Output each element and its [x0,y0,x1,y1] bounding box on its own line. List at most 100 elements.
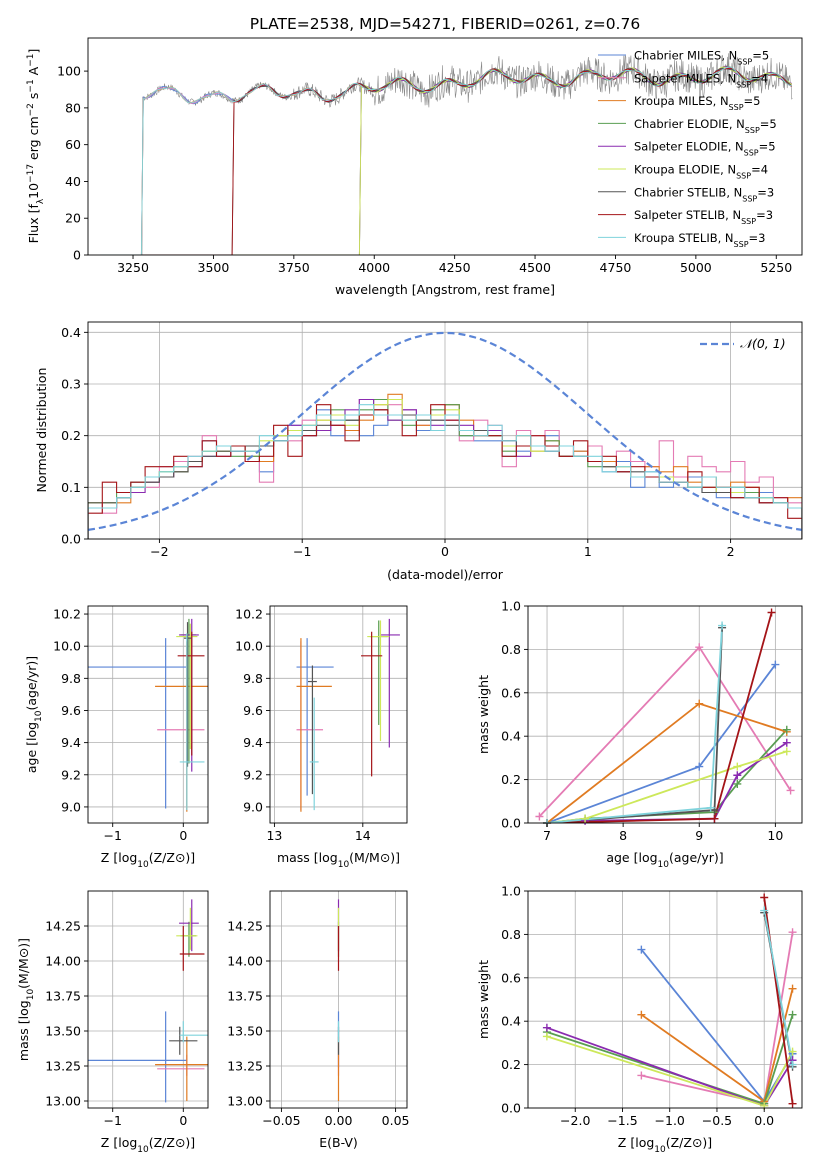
y-axis-label: Flux [fλ10−17 erg cm−2 s−1 A−1] [26,49,46,244]
weight-marker [771,660,780,669]
x-tick-label: 5250 [760,260,792,275]
legend-entry: Kroupa MILES, NSSP=5 [634,94,760,112]
x-axis-label: E(B-V) [319,1135,358,1150]
histogram-step [88,404,802,539]
x-axis-label: age [log10(age/yr)] [606,850,723,870]
y-tick-label: 13.50 [227,1024,263,1039]
y-tick-label: 0.4 [61,325,81,340]
weight-marker [637,945,646,954]
weight-marker [733,771,742,780]
axes-frame [269,605,408,824]
weight-marker [733,779,742,788]
legend-entry: Kroupa STELIB, NSSP=3 [634,231,765,249]
x-tick-label: −1 [103,1113,121,1128]
x-tick-label: −0.05 [262,1113,300,1128]
x-tick-label: 10 [767,828,783,843]
plot-area [88,331,802,539]
x-tick-label: 9 [695,828,703,843]
panel-z-weight: −2.0 −1.5 −1.0 −0.5 0.0 0.0 0.2 0.4 0.6 0.8 1.0 Z [… [476,884,803,1155]
x-tick-label: 0.0 [754,1113,774,1128]
x-tick-label: 1 [584,544,592,559]
plot-area [100,53,793,255]
weight-marker [788,1010,797,1019]
normal-curve [88,331,802,531]
y-tick-label: 14.00 [45,954,81,969]
y-tick-label: 9.4 [61,735,81,750]
x-tick-label: 0 [441,544,449,559]
y-tick-label: 0.6 [501,685,521,700]
x-tick-label: 13 [266,828,282,843]
weight-marker [695,762,704,771]
x-tick-label: −1.5 [607,1113,637,1128]
weight-marker [788,1099,797,1108]
x-axis-label: (data-model)/error [387,567,504,582]
x-tick-label: 4000 [358,260,390,275]
weight-marker [637,1010,646,1019]
y-tick-label: 14.25 [227,919,263,934]
y-axis-label: mass [log10(M/M⊙)] [16,938,36,1061]
y-tick-label: 0.2 [61,428,81,443]
weight-marker [767,608,776,617]
axes-frame [87,37,803,256]
legend-entry: Salpeter MILES, NSSP=4 [634,71,768,89]
weight-marker [637,1071,646,1080]
y-tick-label: 0.4 [501,1014,521,1029]
x-tick-label: 4250 [439,260,471,275]
weight-marker [542,1032,551,1041]
y-tick-label: 0.8 [501,642,521,657]
weight-marker [535,812,544,821]
weight-marker [706,803,715,812]
model-line [100,66,792,255]
weight-marker [710,814,719,823]
y-tick-label: 9.6 [243,703,263,718]
weight-marker [788,928,797,937]
legend-entry: Chabrier STELIB, NSSP=3 [634,185,774,203]
y-tick-label: 20 [65,211,81,226]
y-tick-label: 13.00 [227,1094,263,1109]
y-tick-label: 10.2 [235,607,263,622]
legend-entry: Kroupa ELODIE, NSSP=4 [634,163,768,181]
weight-line [763,910,794,1065]
weight-marker [782,738,791,747]
weight-marker [695,699,704,708]
y-tick-label: 9.2 [61,767,81,782]
x-tick-label: 2 [727,544,735,559]
y-tick-label: 13.25 [227,1059,263,1074]
axes-frame [87,890,209,1109]
x-tick-label: 8 [619,828,627,843]
x-tick-label: 3500 [198,260,230,275]
x-tick-label: 7 [543,828,551,843]
y-tick-label: 1.0 [501,884,521,899]
y-tick-label: 10.0 [235,639,263,654]
x-tick-label: 0.05 [382,1113,410,1128]
x-tick-label: 5000 [680,260,712,275]
plot-area [88,618,208,812]
x-tick-label: −0.5 [702,1113,732,1128]
y-tick-label: 9.0 [61,799,81,814]
weight-marker [542,1023,551,1032]
weight-marker [788,1060,797,1069]
weight-marker [788,1047,797,1056]
y-tick-label: 0.0 [501,1101,521,1116]
y-tick-label: 0.4 [501,729,521,744]
x-axis-label: mass [log10(M/M⊙)] [277,850,400,870]
plot-area [88,899,208,1103]
y-tick-label: 9.0 [243,799,263,814]
x-tick-label: 0.00 [325,1113,353,1128]
y-tick-label: 9.2 [243,767,263,782]
y-axis-label: Normed distribution [34,368,49,493]
y-tick-label: 13.00 [45,1094,81,1109]
legend-entry: 𝒩(0, 1) [740,336,786,351]
weight-marker [786,786,795,795]
legend-entry: Salpeter ELODIE, NSSP=5 [634,140,776,158]
y-axis-label: mass weight [476,675,491,754]
weight-line [546,627,723,823]
weight-line [546,625,723,823]
x-axis-label: wavelength [Angstrom, rest frame] [335,282,555,297]
weight-marker [760,893,769,902]
y-axis-label: mass weight [476,960,491,1039]
y-tick-label: 9.6 [61,703,81,718]
y-axis-label: age [log10(age/yr)] [24,656,44,773]
model-line [100,66,792,255]
x-tick-label: −1 [293,544,311,559]
